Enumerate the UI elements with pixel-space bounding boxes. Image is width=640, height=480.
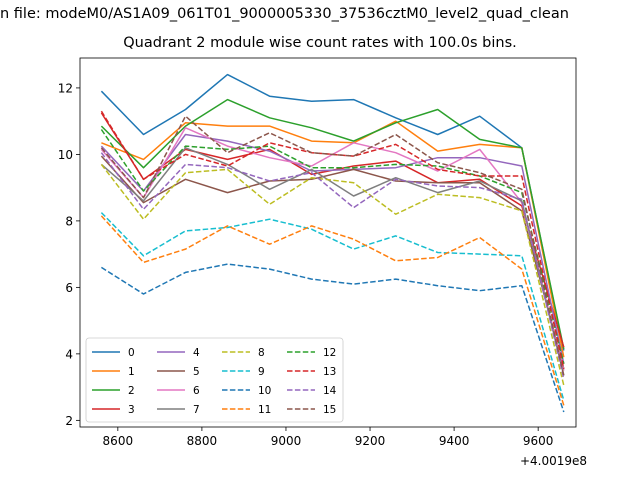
legend-label-10: 10: [258, 385, 271, 397]
y-tick-label: 6: [65, 281, 73, 295]
x-tick-label: 9000: [271, 434, 302, 448]
chart-title: Quadrant 2 module wise count rates with …: [123, 35, 517, 51]
legend-label-13: 13: [323, 366, 336, 378]
series-line-11: [100, 215, 565, 406]
x-tick-label: 9400: [439, 434, 470, 448]
series-line-12: [100, 129, 565, 364]
legend-label-1: 1: [128, 366, 135, 378]
series-line-0: [100, 73, 565, 351]
legend-label-14: 14: [323, 385, 337, 397]
y-tick-label: 10: [58, 148, 73, 162]
series-line-9: [100, 212, 565, 401]
x-tick-label: 9600: [523, 434, 554, 448]
series-line-2: [100, 98, 565, 350]
legend-label-0: 0: [128, 347, 135, 359]
x-tick-label: 9200: [355, 434, 386, 448]
legend-label-8: 8: [258, 347, 265, 359]
x-tick-label: 8600: [103, 434, 134, 448]
legend-label-4: 4: [193, 347, 200, 359]
series-line-14: [100, 152, 565, 379]
series-line-3: [100, 112, 565, 348]
y-tick-label: 12: [58, 81, 73, 95]
y-tick-label: 2: [65, 414, 73, 428]
plot-frame: [79, 57, 577, 428]
series-line-15: [100, 115, 565, 376]
legend-label-3: 3: [128, 404, 135, 416]
series-line-10: [100, 263, 565, 413]
legend-label-15: 15: [323, 404, 336, 416]
legend-label-9: 9: [258, 366, 265, 378]
legend-label-12: 12: [323, 347, 336, 359]
y-tick-label: 4: [65, 347, 73, 361]
y-tick-label: 8: [65, 214, 73, 228]
legend-label-2: 2: [128, 385, 135, 397]
legend-label-11: 11: [258, 404, 271, 416]
x-offset-label: +4.0019e8: [520, 454, 587, 468]
series-lines: [100, 73, 565, 413]
series-line-8: [100, 163, 565, 386]
x-tick-label: 8800: [187, 434, 218, 448]
legend-label-6: 6: [193, 385, 200, 397]
legend-label-5: 5: [193, 366, 200, 378]
legend-label-7: 7: [193, 404, 200, 416]
figure-suptitle: n file: modeM0/AS1A09_061T01_9000005330_…: [0, 6, 569, 22]
series-line-7: [100, 147, 565, 376]
legend-box: [85, 337, 344, 423]
series-line-5: [100, 155, 565, 369]
